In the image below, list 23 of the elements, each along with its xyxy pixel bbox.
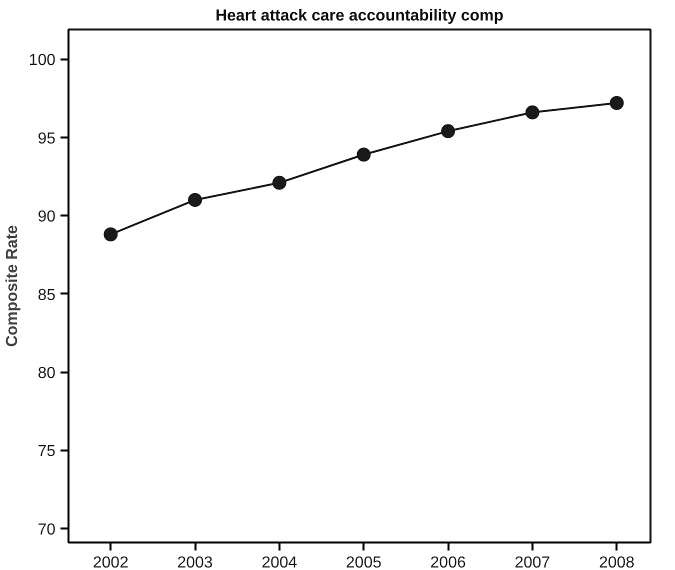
point <box>525 105 540 120</box>
y-tick-label: 100 <box>28 52 56 70</box>
point <box>441 124 456 138</box>
y-tick-label: 90 <box>38 208 56 226</box>
x-tick-label: 2005 <box>346 554 382 570</box>
point <box>356 148 371 162</box>
x-tick-label: 2003 <box>177 554 213 570</box>
point <box>104 227 118 242</box>
x-tick-label: 2002 <box>92 554 129 570</box>
x-tick-label: 2008 <box>598 554 635 570</box>
y-tick-label: 80 <box>38 365 56 382</box>
point <box>272 176 286 190</box>
y-tick-label: 95 <box>38 130 56 148</box>
y-tick-label: 75 <box>38 443 56 460</box>
y-axis-title: Composite Rate <box>4 225 21 347</box>
y-tick-label: 70 <box>38 521 56 538</box>
chart-title: Heart attack care accountability comp <box>215 8 504 24</box>
y-tick-label: 85 <box>38 286 56 304</box>
x-tick-label: 2004 <box>262 554 298 570</box>
x-tick-label: 2006 <box>430 554 466 570</box>
point <box>610 96 624 110</box>
point <box>188 192 202 207</box>
x-tick-label: 2007 <box>514 554 550 570</box>
